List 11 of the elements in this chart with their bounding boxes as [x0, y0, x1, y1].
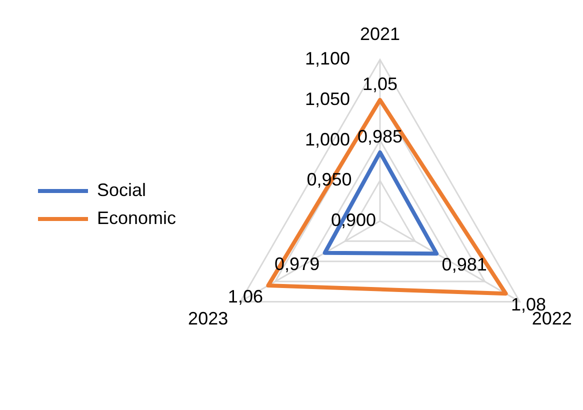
y-tick-label: 1,050 [304, 88, 350, 109]
spoke-label: 2021 [360, 24, 400, 44]
legend-label: Economic [97, 208, 176, 228]
y-tick-label: 1,000 [304, 129, 350, 150]
legend-label: Social [97, 180, 146, 200]
data-label: 0,981 [442, 254, 487, 275]
data-label: 0,985 [357, 126, 403, 146]
data-label: 1,05 [362, 74, 398, 94]
data-label: 1,06 [228, 286, 263, 307]
y-tick-label: 1,100 [304, 48, 350, 69]
spoke-label: 2023 [188, 308, 228, 328]
